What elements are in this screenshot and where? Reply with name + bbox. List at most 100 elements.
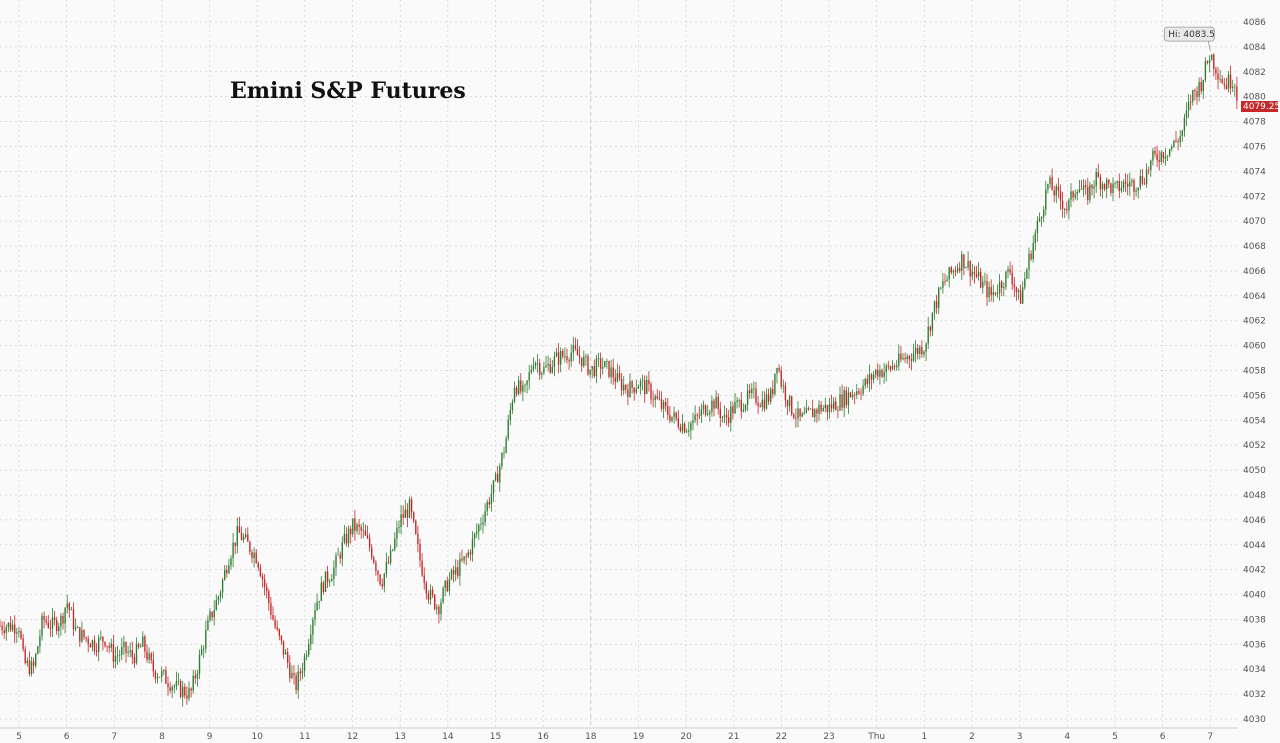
candle-body xyxy=(350,528,352,535)
candle-body xyxy=(51,617,54,629)
candle-body xyxy=(721,416,724,418)
candle-body xyxy=(526,380,528,385)
candle-body xyxy=(387,562,390,564)
candle-body xyxy=(980,271,982,288)
y-tick-label: 4076 xyxy=(1243,142,1266,152)
candle-body xyxy=(473,533,476,539)
candle-body xyxy=(257,562,259,568)
candle-body xyxy=(1177,141,1179,143)
candle-body xyxy=(320,582,322,601)
candle-body xyxy=(469,552,472,555)
candle-body xyxy=(429,589,432,600)
candle-body xyxy=(759,405,761,407)
candle-body xyxy=(1164,156,1167,159)
candle-body xyxy=(1129,181,1131,187)
candle-body xyxy=(1068,199,1070,211)
candle-body xyxy=(597,358,600,360)
x-tick-label: 18 xyxy=(585,732,597,742)
candle-body xyxy=(738,400,740,401)
candle-body xyxy=(1103,184,1106,190)
y-tick-label: 4084 xyxy=(1243,43,1266,53)
candle-body xyxy=(835,401,837,411)
last-price-box xyxy=(1241,101,1278,113)
candle-body xyxy=(522,385,524,392)
candle-body xyxy=(902,357,904,360)
candle-body xyxy=(467,552,469,557)
candle-body xyxy=(238,526,241,533)
candle-body xyxy=(329,581,331,583)
x-tick-label: 3 xyxy=(1017,732,1023,742)
x-tick-label: 7 xyxy=(111,732,117,742)
candle-body xyxy=(312,619,314,635)
candle-body xyxy=(973,271,976,275)
candle-body xyxy=(929,326,931,331)
candle-body xyxy=(28,660,31,674)
candle-body xyxy=(1001,281,1003,289)
candle-body xyxy=(5,627,7,633)
candle-body xyxy=(620,378,623,391)
candle-body xyxy=(1202,79,1204,92)
candle-body xyxy=(335,555,337,568)
candle-body xyxy=(184,686,186,696)
candle-body xyxy=(994,292,997,295)
candle-body xyxy=(879,370,881,377)
candle-body xyxy=(9,622,12,631)
candle-body xyxy=(837,410,839,411)
candle-body xyxy=(948,267,950,280)
candle-body xyxy=(352,518,354,535)
candle-body xyxy=(862,385,864,394)
candle-body xyxy=(1064,208,1066,210)
candle-body xyxy=(1200,82,1202,92)
candle-body xyxy=(163,670,165,672)
candle-body xyxy=(578,355,581,358)
candle-body xyxy=(1072,191,1074,198)
candle-body xyxy=(26,660,28,664)
candle-body xyxy=(247,534,249,542)
candle-body xyxy=(1049,177,1051,184)
candle-body xyxy=(1024,278,1026,288)
candle-body xyxy=(1219,79,1221,81)
candle-body xyxy=(1106,179,1108,190)
candle-body xyxy=(392,549,394,551)
candle-body xyxy=(719,408,721,418)
candle-body xyxy=(501,452,503,467)
candle-body xyxy=(975,274,978,277)
y-tick-label: 4066 xyxy=(1243,267,1266,277)
candle-body xyxy=(1070,191,1072,200)
candle-body xyxy=(858,391,860,394)
candle-body xyxy=(331,578,333,582)
candle-body xyxy=(883,371,885,377)
candle-body xyxy=(140,646,142,648)
candle-body xyxy=(452,569,455,575)
candle-body xyxy=(1154,150,1156,154)
candle-body xyxy=(179,681,182,697)
candle-body xyxy=(72,609,75,630)
candle-body xyxy=(268,591,270,604)
candle-body xyxy=(308,644,310,656)
candle-body xyxy=(1080,189,1083,190)
candle-body xyxy=(528,372,530,381)
candle-body xyxy=(297,671,299,691)
candle-body xyxy=(914,347,917,354)
high-annotation-label: Hi: 4083.5 xyxy=(1168,30,1215,40)
candle-body xyxy=(345,533,348,544)
candle-body xyxy=(658,398,661,400)
candle-body xyxy=(93,640,96,651)
candle-body xyxy=(644,380,646,394)
candle-body xyxy=(255,552,257,563)
candle-body xyxy=(904,357,906,360)
candle-body xyxy=(677,418,679,427)
x-tick-label: 10 xyxy=(252,732,264,742)
x-tick-label: 15 xyxy=(490,732,501,742)
x-tick-label: 14 xyxy=(442,732,454,742)
candle-body xyxy=(654,396,656,400)
candle-body xyxy=(866,378,868,384)
candle-body xyxy=(870,374,873,380)
y-tick-label: 4074 xyxy=(1243,167,1266,177)
candle-body xyxy=(427,593,430,600)
candle-body xyxy=(1169,148,1171,156)
candle-body xyxy=(56,619,58,632)
candle-body xyxy=(860,393,862,394)
candle-body xyxy=(818,404,820,414)
